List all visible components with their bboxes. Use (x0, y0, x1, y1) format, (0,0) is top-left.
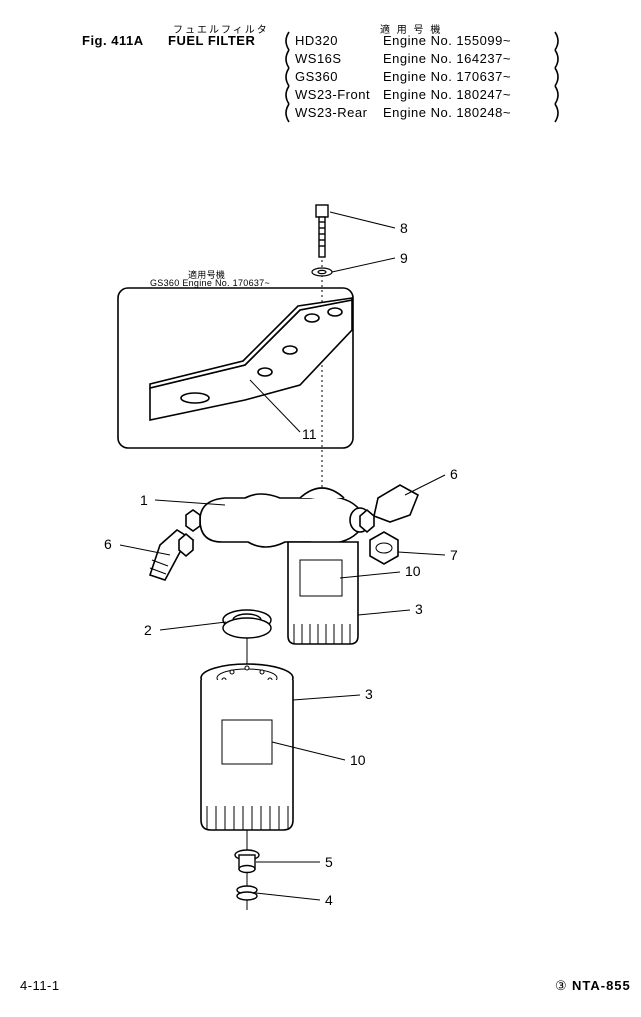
elbow-left (150, 530, 193, 580)
callout-11: 11 (302, 426, 317, 442)
drain-4 (237, 886, 257, 900)
elbow-right (360, 485, 418, 532)
callout-5: 5 (325, 854, 333, 870)
callout-2: 2 (144, 622, 152, 638)
footer-right-text: NTA-855 (572, 978, 631, 993)
cartridge-lower (201, 664, 293, 830)
callout-7: 7 (450, 547, 458, 563)
callout-3-upper: 3 (415, 601, 423, 617)
plug-7 (370, 532, 398, 564)
footer-right-circle: ③ (555, 978, 567, 994)
cartridge-right (288, 542, 358, 644)
drain-5 (235, 850, 259, 873)
callout-1: 1 (140, 492, 148, 508)
washer-9 (312, 268, 332, 276)
filter-head (186, 488, 370, 547)
callout-6-right: 6 (450, 466, 458, 482)
callout-10-upper: 10 (405, 563, 421, 579)
gasket-2 (223, 610, 271, 638)
inset-line: GS360 Engine No. 170637~ (150, 278, 270, 288)
callout-9: 9 (400, 250, 408, 266)
callout-8: 8 (400, 220, 408, 236)
callout-6-left: 6 (104, 536, 112, 552)
bolt-8 (316, 205, 328, 257)
callout-4: 4 (325, 892, 333, 908)
callout-10-lower: 10 (350, 752, 366, 768)
inset-bracket (118, 288, 353, 448)
callout-3-lower: 3 (365, 686, 373, 702)
diagram-svg (0, 0, 641, 1017)
footer-left: 4-11-1 (20, 978, 60, 993)
